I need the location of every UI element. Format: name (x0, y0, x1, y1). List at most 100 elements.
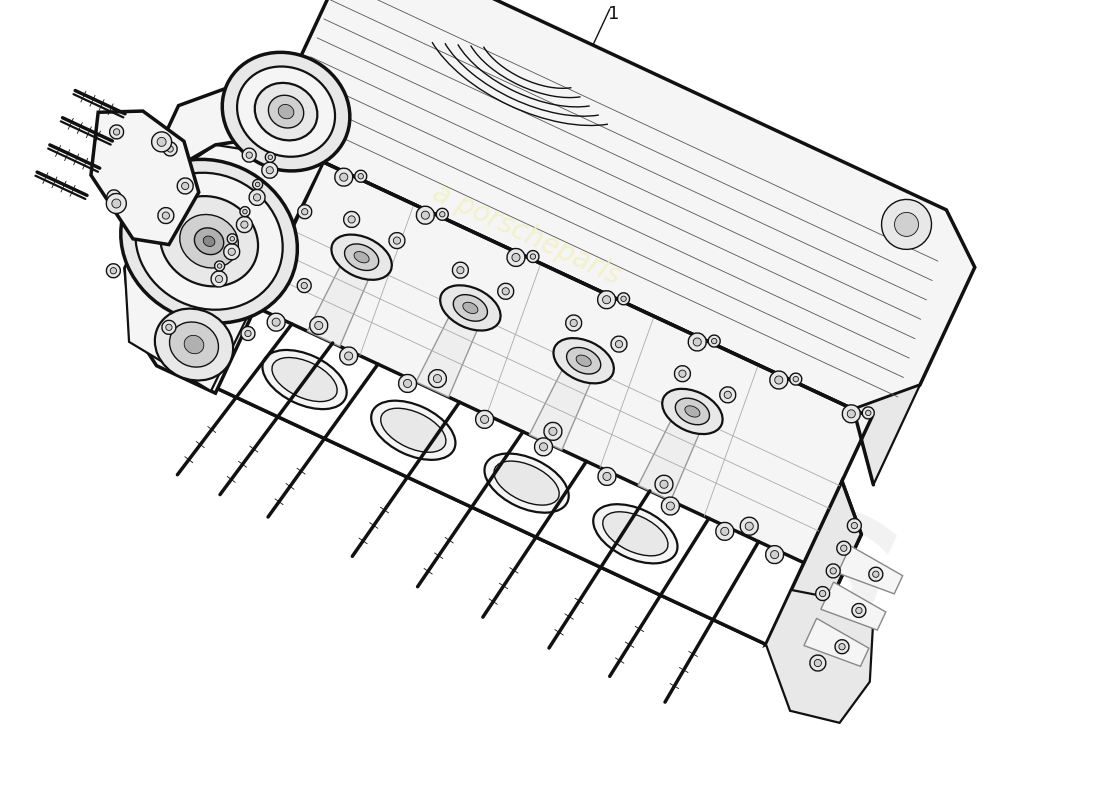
Ellipse shape (724, 391, 732, 398)
Ellipse shape (404, 379, 411, 387)
Ellipse shape (497, 283, 514, 299)
Ellipse shape (740, 518, 758, 535)
Ellipse shape (428, 370, 447, 388)
Ellipse shape (617, 293, 629, 305)
Ellipse shape (184, 335, 204, 354)
Ellipse shape (272, 358, 338, 402)
Ellipse shape (297, 278, 311, 293)
Ellipse shape (745, 522, 754, 530)
Ellipse shape (266, 166, 274, 174)
Ellipse shape (549, 427, 557, 435)
Polygon shape (416, 302, 484, 397)
Ellipse shape (475, 410, 494, 428)
Ellipse shape (162, 320, 176, 334)
Ellipse shape (394, 237, 400, 244)
Polygon shape (124, 134, 323, 393)
Ellipse shape (770, 371, 788, 389)
Polygon shape (766, 481, 861, 644)
Ellipse shape (163, 142, 177, 156)
Ellipse shape (440, 286, 500, 330)
Ellipse shape (268, 155, 273, 159)
Ellipse shape (255, 182, 260, 186)
Polygon shape (766, 590, 872, 723)
Ellipse shape (843, 405, 860, 423)
Ellipse shape (348, 216, 355, 223)
Ellipse shape (195, 228, 223, 254)
Ellipse shape (371, 401, 455, 460)
Polygon shape (285, 0, 975, 410)
Ellipse shape (820, 590, 826, 597)
Polygon shape (821, 582, 886, 630)
Ellipse shape (265, 152, 275, 162)
Ellipse shape (301, 282, 307, 289)
Ellipse shape (421, 211, 429, 219)
Ellipse shape (228, 234, 238, 244)
Ellipse shape (507, 249, 525, 266)
Ellipse shape (169, 322, 219, 367)
Ellipse shape (654, 475, 673, 494)
Text: 1: 1 (608, 5, 619, 22)
Ellipse shape (158, 207, 174, 223)
Ellipse shape (263, 350, 346, 409)
Ellipse shape (708, 335, 720, 347)
Ellipse shape (354, 251, 370, 263)
Ellipse shape (719, 387, 736, 403)
Ellipse shape (598, 467, 616, 486)
Ellipse shape (255, 83, 318, 140)
Ellipse shape (881, 199, 932, 250)
Polygon shape (838, 546, 903, 594)
Ellipse shape (660, 480, 668, 488)
Ellipse shape (416, 206, 434, 224)
Ellipse shape (110, 267, 117, 274)
Ellipse shape (484, 454, 569, 513)
Ellipse shape (262, 162, 278, 178)
Polygon shape (197, 302, 823, 644)
Ellipse shape (166, 324, 172, 330)
Ellipse shape (539, 442, 548, 451)
Ellipse shape (340, 173, 348, 182)
Ellipse shape (398, 374, 417, 393)
Ellipse shape (674, 366, 691, 382)
Ellipse shape (253, 194, 261, 201)
Ellipse shape (597, 290, 616, 309)
Ellipse shape (866, 410, 871, 416)
Ellipse shape (716, 522, 734, 540)
Ellipse shape (344, 352, 353, 360)
Ellipse shape (389, 233, 405, 249)
Ellipse shape (110, 125, 123, 139)
Ellipse shape (790, 373, 802, 385)
Ellipse shape (662, 389, 723, 434)
Ellipse shape (111, 194, 117, 200)
Ellipse shape (570, 319, 578, 326)
Ellipse shape (246, 152, 252, 158)
Ellipse shape (830, 568, 836, 574)
Polygon shape (638, 405, 706, 501)
Polygon shape (197, 156, 871, 644)
Ellipse shape (112, 199, 121, 208)
Polygon shape (91, 111, 199, 245)
Ellipse shape (535, 438, 552, 456)
Ellipse shape (344, 244, 378, 270)
Ellipse shape (107, 190, 121, 204)
Ellipse shape (693, 338, 702, 346)
Ellipse shape (675, 398, 710, 425)
Ellipse shape (481, 415, 488, 423)
Polygon shape (307, 251, 375, 346)
Ellipse shape (685, 406, 700, 417)
Ellipse shape (242, 148, 256, 162)
Ellipse shape (228, 248, 235, 255)
Polygon shape (124, 145, 323, 391)
Text: S: S (767, 498, 914, 662)
Ellipse shape (837, 542, 850, 555)
Ellipse shape (161, 196, 258, 286)
Ellipse shape (222, 52, 350, 171)
Ellipse shape (862, 407, 874, 419)
Polygon shape (804, 618, 869, 666)
Ellipse shape (216, 275, 222, 282)
Ellipse shape (814, 659, 822, 666)
Ellipse shape (155, 309, 233, 381)
Ellipse shape (241, 221, 248, 228)
Ellipse shape (163, 212, 169, 219)
Ellipse shape (107, 264, 120, 278)
Ellipse shape (211, 271, 227, 287)
